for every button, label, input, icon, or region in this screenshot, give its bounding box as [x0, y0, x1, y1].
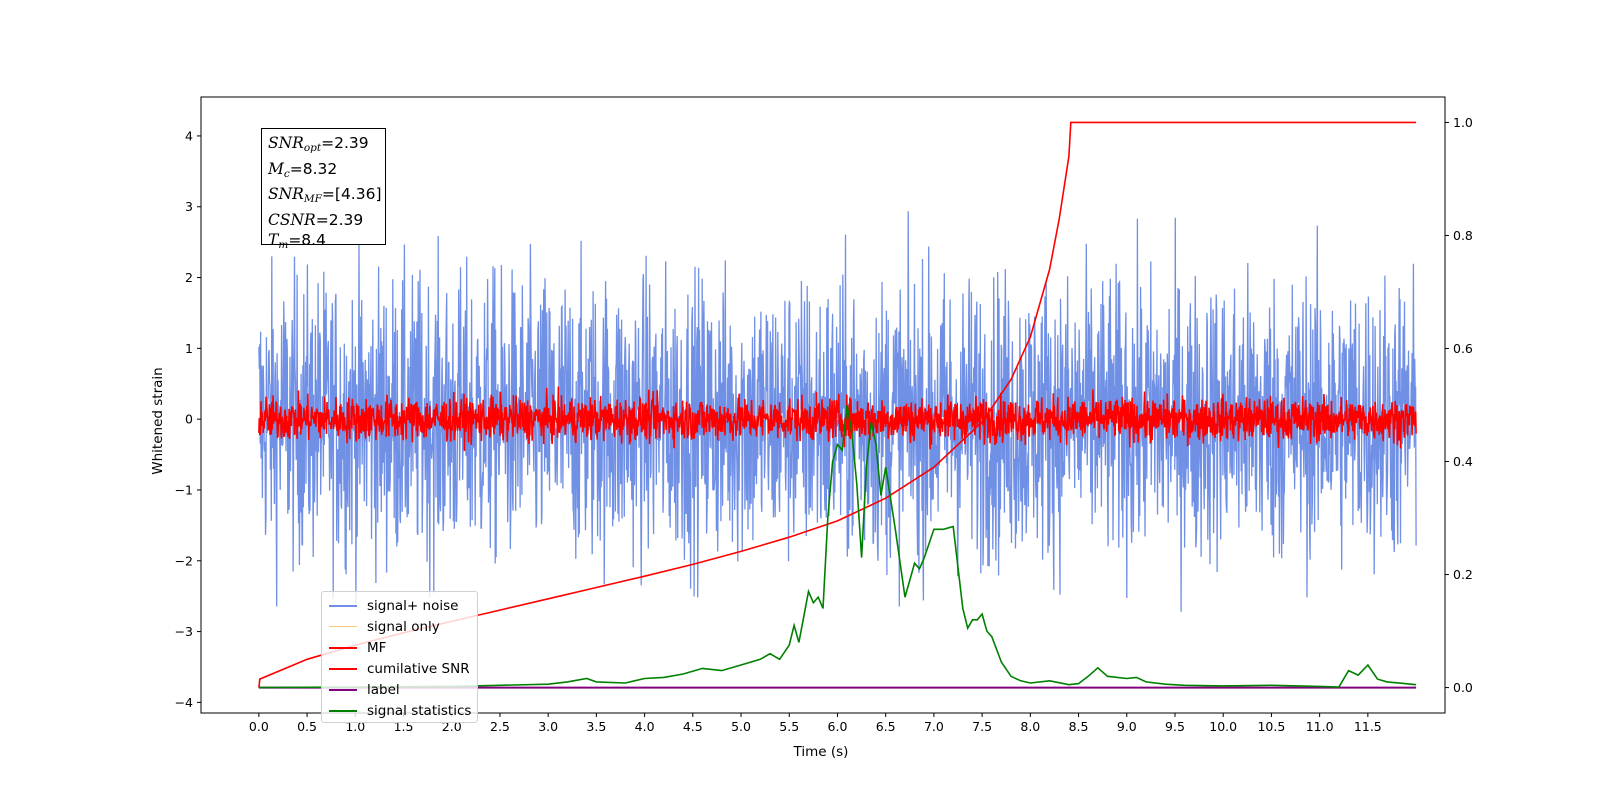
x-tick-label: 7.5	[972, 719, 992, 734]
mc-line: Mc=8.32	[268, 159, 338, 180]
y-axis-label: Whitened strain	[150, 367, 166, 474]
y-tick-label: −4	[175, 695, 193, 710]
x-tick-label: 9.5	[1165, 719, 1185, 734]
y-tick-label: 0	[185, 412, 193, 427]
legend-swatch	[329, 667, 357, 670]
legend-swatch	[329, 688, 357, 691]
y-tick-label: −1	[175, 482, 193, 497]
legend-label: signal only	[367, 618, 440, 635]
legend-label: label	[367, 681, 400, 698]
x-tick-label: 11.5	[1354, 719, 1382, 734]
series-signal-statistics	[258, 404, 1417, 689]
x-tick-label: 4.5	[683, 719, 703, 734]
legend-item-cumulative-snr: cumilative SNR	[329, 658, 477, 679]
y-tick-label: 1	[185, 341, 193, 356]
x-axis-label: Time (s)	[793, 744, 849, 760]
snr-mf-line: SNRMF=[4.36]	[268, 185, 382, 205]
x-tick-label: 10.5	[1257, 719, 1285, 734]
x-tick-label: 3.0	[538, 719, 558, 734]
x-tick-label: 6.5	[876, 719, 896, 734]
x-tick-label: 0.0	[249, 719, 269, 734]
y2-tick-label: 0.4	[1453, 454, 1473, 469]
y2-tick-label: 0.2	[1453, 567, 1473, 582]
x-tick-label: 11.0	[1306, 719, 1334, 734]
series-mf	[258, 386, 1417, 452]
x-tick-label: 8.5	[1069, 719, 1089, 734]
legend-item-signal-statistics: signal statistics	[329, 700, 477, 721]
x-tick-label: 3.5	[586, 719, 606, 734]
y2-tick-label: 0.6	[1453, 341, 1473, 356]
x-tick-label: 6.0	[828, 719, 848, 734]
y2-tick-label: 0.8	[1453, 228, 1473, 243]
legend-label: signal statistics	[367, 703, 472, 720]
legend-swatch	[329, 626, 357, 628]
x-tick-label: 7.0	[924, 719, 944, 734]
y-tick-label: 4	[185, 128, 193, 143]
snr-opt-line: SNRopt=2.39	[268, 134, 369, 154]
x-tick-label: 4.0	[635, 719, 655, 734]
csnr-line: CSNR=2.39	[268, 210, 364, 229]
x-tick-label: 10.0	[1209, 719, 1237, 734]
y-tick-label: −3	[175, 624, 193, 639]
legend-label: MF	[367, 639, 387, 656]
x-tick-label: 0.5	[297, 719, 317, 734]
legend-label: cumilative SNR	[367, 660, 470, 677]
x-tick-label: 5.5	[779, 719, 799, 734]
series-signal-noise	[258, 211, 1417, 612]
legend-swatch	[329, 646, 357, 649]
legend-item-signal-noise: signal+ noise	[329, 595, 477, 616]
tm-line: Tm=8.4	[268, 231, 326, 251]
legend-item-mf: MF	[329, 637, 477, 658]
x-tick-label: 9.0	[1117, 719, 1137, 734]
y2-tick-label: 0.0	[1453, 680, 1473, 695]
x-tick-label: 5.0	[731, 719, 751, 734]
y-tick-label: 3	[185, 199, 193, 214]
x-tick-label: 2.5	[490, 719, 510, 734]
legend: signal+ noise signal only MF cumilative …	[321, 591, 478, 723]
legend-item-signal-only: signal only	[329, 616, 477, 637]
x-tick-label: 8.0	[1020, 719, 1040, 734]
legend-item-label: label	[329, 679, 477, 700]
plot-frame	[200, 96, 1446, 714]
stats-annotation-box: SNRopt=2.39 Mc=8.32 SNRMF=[4.36] CSNR=2.…	[261, 128, 386, 251]
y2-tick-label: 1.0	[1453, 115, 1473, 130]
legend-swatch	[329, 710, 357, 713]
legend-label: signal+ noise	[367, 597, 459, 614]
y-tick-label: −2	[175, 553, 193, 568]
y-tick-label: 2	[185, 270, 193, 285]
axes: 0.0 0.5 1.0 1.5 2.0 2.5 3.0 3.5 4.0 4.5 5.0 5.5 6.0 6…	[175, 96, 1473, 734]
legend-swatch	[329, 604, 357, 607]
